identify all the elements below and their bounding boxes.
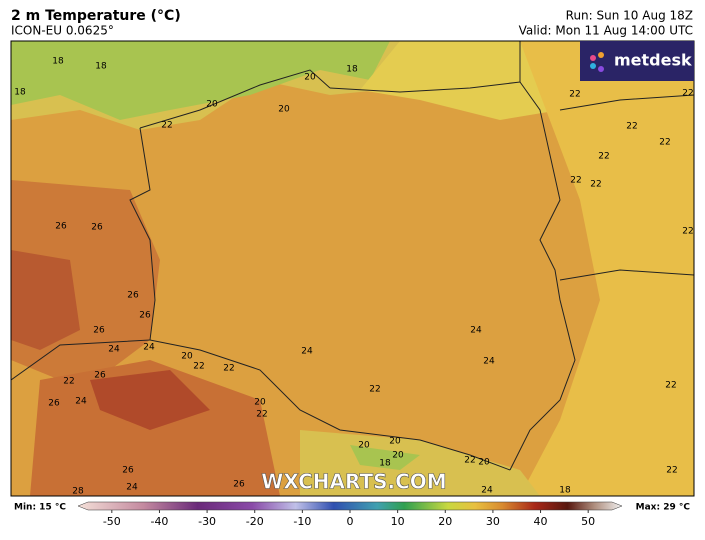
contour-label: 22 [63,377,74,387]
colorbar-tick-label: 50 [581,515,595,528]
min-label: Min: 15 °C [14,503,66,513]
contour-label: 26 [122,466,134,476]
contour-label: 26 [139,311,151,321]
run: Run: Sun 10 Aug 18Z [566,9,693,23]
contour-label: 20 [392,451,404,461]
colorbar-tick-label: -40 [150,515,168,528]
map-frame [10,40,695,497]
contour-label: 18 [346,65,358,75]
contour-label: 18 [52,57,64,67]
contour-label: 22 [569,90,580,100]
logo: metdesk [614,51,692,70]
contour-label: 24 [301,347,313,357]
contour-label: 22 [626,122,637,132]
max-label: Max: 29 °C [636,503,691,513]
contour-label: 26 [233,480,245,490]
contour-label: 22 [665,381,676,391]
contour-label: 22 [256,410,267,420]
colorbar-tick-label: -50 [103,515,121,528]
contour-label: 26 [91,223,103,233]
contour-label: 24 [126,483,138,493]
contour-label: 22 [464,456,475,466]
contour-label: 26 [127,291,139,301]
watermark: WXCHARTS.COM [261,470,446,494]
contour-label: 28 [72,487,84,497]
contour-label: 20 [478,458,490,468]
contour-label: 26 [94,371,106,381]
contour-label: 24 [470,326,482,336]
contour-label: 26 [55,222,67,232]
contour-label: 18 [14,88,26,98]
colorbar-tick-label: 0 [347,515,354,528]
contour-label: 22 [590,180,601,190]
contour-label: 20 [206,100,218,110]
contour-label: 26 [93,326,105,336]
logo-icon [590,52,604,72]
title: 2 m Temperature (°C) [11,8,181,24]
contour-label: 22 [570,176,581,186]
contour-label: 24 [483,357,495,367]
contour-label: 20 [389,437,401,447]
contour-label: 22 [193,362,204,372]
logo-box [580,41,694,81]
colorbar-tick-label: -10 [293,515,311,528]
colorbar-tick-label: -20 [246,515,264,528]
contour-label: 20 [254,398,266,408]
contour-label: 22 [682,227,693,237]
contour-label: 20 [304,73,316,83]
contour-label: 18 [379,459,391,469]
contour-label: 20 [358,441,370,451]
colorbar-tick-label: 40 [534,515,548,528]
contour-label: 22 [682,89,693,99]
contour-label: 20 [181,352,193,362]
colorbar-tick-label: -30 [198,515,216,528]
contour-label: 22 [161,121,172,131]
contour-label: 18 [559,486,571,496]
contour-label: 24 [75,397,87,407]
model: ICON-EU 0.0625° [11,24,114,38]
contour-label: 24 [143,343,155,353]
contour-label: 22 [369,385,380,395]
colorbar-tick-label: 20 [438,515,452,528]
valid: Valid: Mon 11 Aug 14:00 UTC [519,24,693,38]
contour-label: 22 [598,152,609,162]
contour-label: 20 [278,105,290,115]
contour-label: 26 [48,399,60,409]
contour-label: 24 [108,345,120,355]
colorbar-tick-label: 30 [486,515,500,528]
contour-label: 18 [95,62,107,72]
contour-label: 22 [223,364,234,374]
contour-label: 22 [666,466,677,476]
contour-label: 24 [481,486,493,496]
colorbar [77,501,623,511]
contour-label: 22 [659,138,670,148]
colorbar-tick-label: 10 [391,515,405,528]
